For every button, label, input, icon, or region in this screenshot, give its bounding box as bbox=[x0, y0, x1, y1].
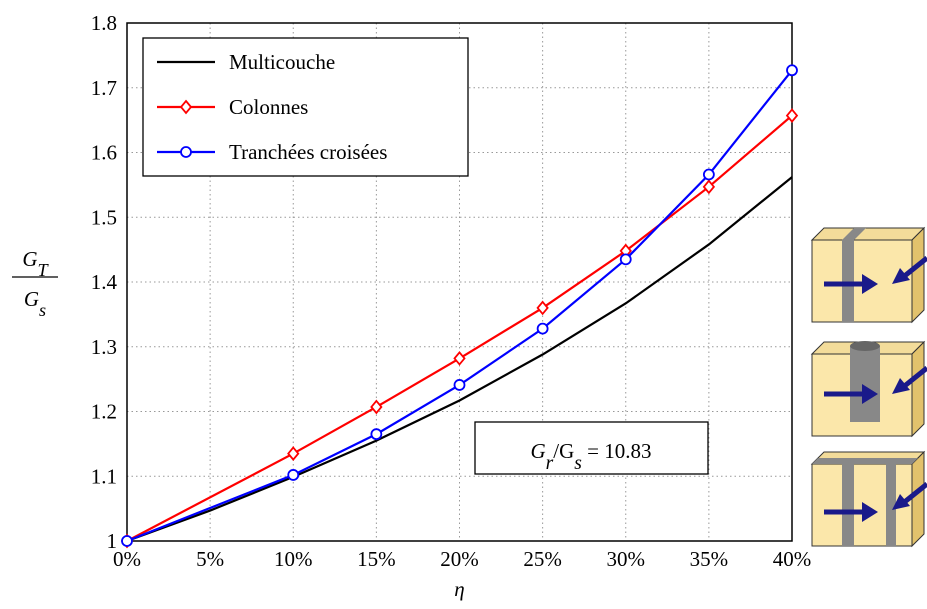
legend-label: Multicouche bbox=[229, 50, 335, 74]
marker bbox=[370, 428, 383, 441]
y-tick-label: 1.3 bbox=[91, 335, 117, 359]
y-label-denominator-part: G bbox=[24, 287, 39, 311]
series-line bbox=[126, 176, 793, 543]
y-label-numerator-part: T bbox=[38, 260, 50, 280]
annotation-part: G bbox=[530, 439, 545, 463]
marker bbox=[785, 108, 799, 123]
y-tick-label: 1.5 bbox=[91, 205, 117, 229]
annotation-part: r bbox=[546, 453, 554, 474]
marker bbox=[702, 168, 715, 181]
plot-frame bbox=[126, 22, 793, 542]
y-tick-label: 1 bbox=[107, 529, 118, 553]
annotation: Gr/Gs = 10.83 bbox=[530, 439, 651, 474]
annotation-box bbox=[474, 421, 709, 475]
marker bbox=[453, 350, 466, 366]
x-tick-label: 20% bbox=[440, 547, 479, 571]
y-tick-label: 1.4 bbox=[91, 270, 118, 294]
marker bbox=[536, 322, 549, 335]
x-tick-label: 25% bbox=[523, 547, 562, 571]
marker bbox=[121, 535, 133, 547]
annotation-part: /G bbox=[553, 439, 574, 463]
marker bbox=[453, 379, 466, 391]
y-label-numerator-part: G bbox=[22, 247, 37, 271]
series-line bbox=[126, 114, 793, 542]
legend-label: Colonnes bbox=[229, 95, 308, 119]
y-label-numerator: GT bbox=[22, 247, 49, 280]
x-tick-label: 10% bbox=[274, 547, 313, 571]
y-tick-label: 1.1 bbox=[91, 464, 117, 488]
marker bbox=[619, 253, 632, 266]
marker bbox=[287, 469, 300, 481]
x-tick-label: 35% bbox=[690, 547, 729, 571]
legend-label: Tranchées croisées bbox=[229, 140, 387, 164]
y-tick-label: 1.7 bbox=[91, 76, 117, 100]
y-label-denominator-part: s bbox=[39, 300, 46, 320]
y-label-denominator: Gs bbox=[24, 287, 46, 320]
marker bbox=[287, 446, 300, 461]
marker bbox=[536, 300, 549, 316]
x-tick-label: 0% bbox=[113, 547, 141, 571]
annotation-part: = 10.83 bbox=[582, 439, 652, 463]
marker bbox=[702, 179, 716, 195]
legend-marker bbox=[179, 99, 193, 115]
illustrations bbox=[810, 226, 927, 548]
annotation-part: s bbox=[574, 453, 582, 474]
marker bbox=[786, 64, 798, 77]
x-tick-label: 15% bbox=[357, 547, 396, 571]
x-axis-label: η bbox=[454, 577, 464, 601]
x-tick-label: 40% bbox=[773, 547, 812, 571]
y-tick-label: 1.6 bbox=[91, 141, 117, 165]
y-tick-label: 1.2 bbox=[91, 400, 117, 424]
x-tick-label: 30% bbox=[607, 547, 646, 571]
y-tick-label: 1.8 bbox=[91, 11, 117, 35]
marker bbox=[370, 399, 383, 415]
series-line bbox=[126, 69, 793, 543]
x-tick-label: 5% bbox=[196, 547, 224, 571]
legend-marker bbox=[180, 146, 192, 158]
